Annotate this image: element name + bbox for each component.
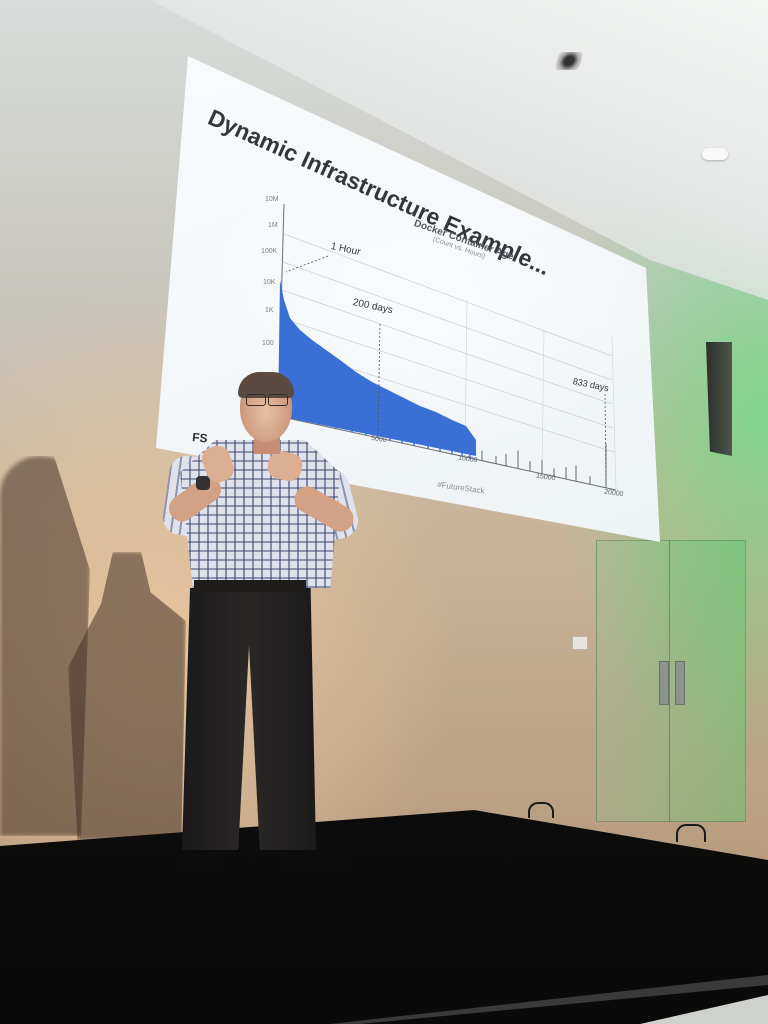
- wall-outlet: [572, 636, 588, 650]
- chart-y-tick: 10M: [265, 196, 279, 203]
- chart-annotation-guide: [604, 393, 607, 487]
- chart-histogram-mass: [278, 280, 476, 456]
- chart-gridline: [283, 233, 613, 357]
- chart-x-axis: [277, 415, 617, 491]
- chart-gridline: [541, 329, 545, 473]
- door-split: [669, 541, 670, 821]
- trousers: [182, 588, 316, 850]
- shoe-left: [178, 850, 224, 876]
- stage-cable: [528, 802, 554, 818]
- shoe-right: [280, 852, 350, 878]
- hair: [238, 372, 294, 398]
- chart-y-tick: 1K: [265, 307, 274, 314]
- glasses-lens: [246, 394, 266, 406]
- door-handle-right: [675, 661, 685, 705]
- chart-y-tick: 100K: [261, 248, 278, 255]
- glasses-lens: [268, 394, 288, 406]
- ceiling-sensor-icon: [702, 148, 728, 160]
- stage-cable: [676, 824, 706, 842]
- belt: [194, 580, 306, 592]
- chart-y-tick: 10K: [263, 279, 276, 286]
- glasses-icon: [244, 394, 290, 406]
- wall-speaker: [706, 342, 732, 456]
- wristwatch-icon: [196, 476, 210, 490]
- chart-gridline: [611, 335, 617, 491]
- chart-y-tick: 1M: [268, 222, 278, 229]
- chart-annotation-arrow: [285, 255, 329, 273]
- double-door: [596, 540, 746, 822]
- chart-gridline: [281, 289, 613, 405]
- chart-gridline: [280, 317, 614, 429]
- chart-gridline: [282, 261, 613, 381]
- chart-annotation-guide: [377, 323, 381, 431]
- chart-y-tick: 100: [262, 340, 274, 347]
- door-handle-left: [659, 661, 669, 705]
